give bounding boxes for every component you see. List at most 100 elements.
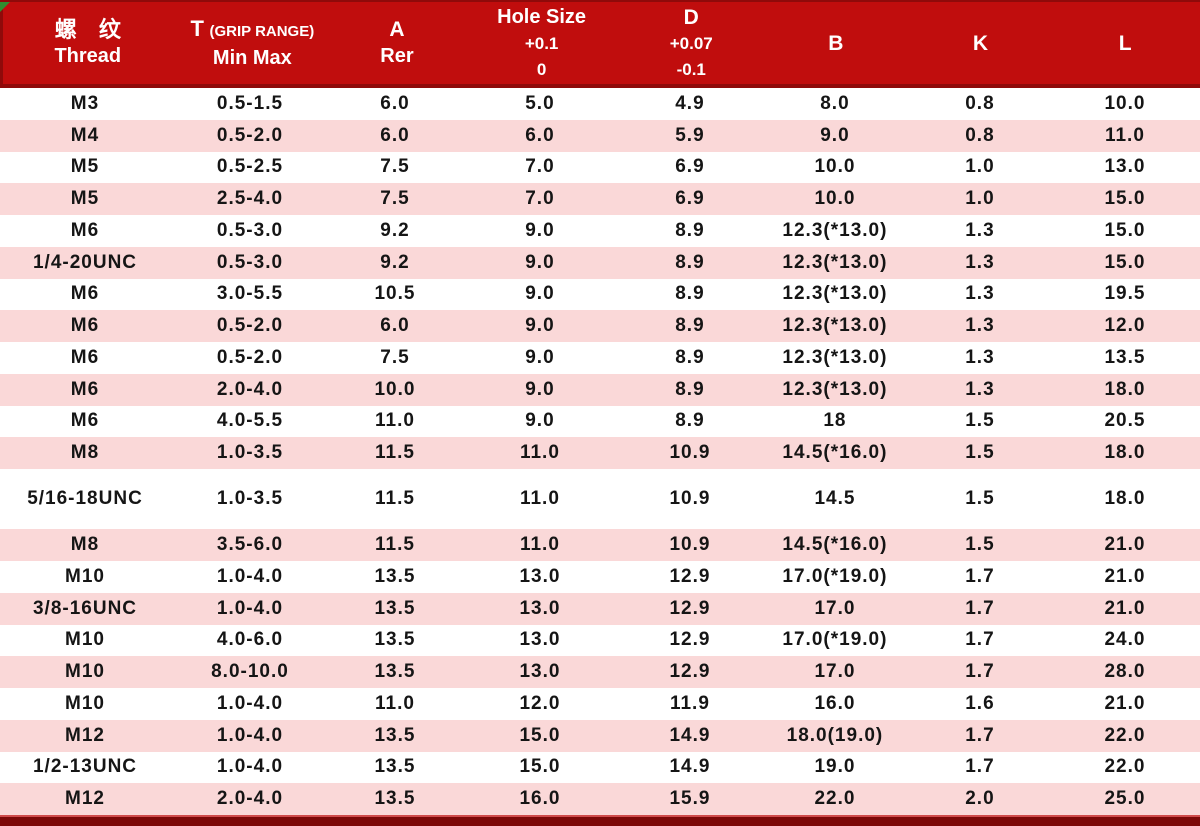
- cell: 21.0: [1104, 692, 1146, 714]
- grip-qualifier: (GRIP RANGE): [209, 22, 315, 40]
- cell: M10: [65, 661, 105, 683]
- cell: 0.5-1.5: [216, 92, 284, 114]
- corner-marker-icon: [0, 2, 10, 12]
- cell: 18.0: [1104, 442, 1146, 464]
- cell: 1.0-3.5: [216, 488, 284, 510]
- cell: M6: [70, 219, 100, 241]
- a-sub: Rer: [380, 45, 414, 67]
- col-header-hole-size: Hole Size +0.1 0: [462, 2, 622, 84]
- table-row: 1/4-20UNC 0.5-3.0 9.2 9.0 8.9 12.3(*13.0) 1.3 1…: [0, 246, 1200, 279]
- table-row: 3/8-16UNC 1.0-4.0 13.5 13.0 12.9 17.0 1.7 21.0: [0, 592, 1200, 625]
- cell: 1.7: [965, 629, 995, 651]
- cell: M8: [70, 442, 100, 464]
- cell: 14.5(*16.0): [782, 442, 888, 464]
- cell: 9.0: [525, 283, 555, 305]
- cell: 1/2-13UNC: [32, 756, 138, 778]
- cell: 14.9: [669, 724, 711, 746]
- cell: 15.0: [519, 724, 561, 746]
- cell: 12.3(*13.0): [782, 219, 888, 241]
- cell: 10.0: [1104, 92, 1146, 114]
- cell: 15.0: [1104, 219, 1146, 241]
- cell: 21.0: [1104, 565, 1146, 587]
- cell: 13.5: [374, 756, 416, 778]
- cell: 1/4-20UNC: [32, 251, 138, 273]
- table-row: 1/2-13UNC 1.0-4.0 13.5 15.0 14.9 19.0 1.7 22.0: [0, 751, 1200, 784]
- table-row: M6 2.0-4.0 10.0 9.0 8.9 12.3(*13.0) 1.3 18.0: [0, 373, 1200, 406]
- cell: 1.5: [965, 410, 995, 432]
- cell: 8.9: [675, 219, 705, 241]
- cell: 21.0: [1104, 597, 1146, 619]
- cell: 22.0: [1104, 756, 1146, 778]
- cell: 1.3: [965, 346, 995, 368]
- cell: 1.5: [965, 442, 995, 464]
- cell: 19.0: [814, 756, 856, 778]
- cell: 13.5: [374, 788, 416, 810]
- cell: 24.0: [1104, 629, 1146, 651]
- cell: 12.9: [669, 661, 711, 683]
- cell: 5/16-18UNC: [27, 488, 143, 510]
- cell: 12.9: [669, 629, 711, 651]
- cell: 14.5: [814, 488, 856, 510]
- cell: 1.3: [965, 219, 995, 241]
- cell: 18.0(19.0): [786, 724, 884, 746]
- d-tol-upper: +0.07: [669, 33, 713, 53]
- cell: 0.5-2.5: [216, 156, 284, 178]
- cell: 1.6: [965, 692, 995, 714]
- cell: 19.5: [1104, 283, 1146, 305]
- cell: 9.0: [525, 315, 555, 337]
- cell: 11.0: [519, 488, 560, 510]
- cell: 15.0: [1104, 188, 1146, 210]
- cell: 11.5: [374, 534, 415, 556]
- cell: 1.7: [965, 661, 995, 683]
- cell: 14.5(*16.0): [782, 534, 888, 556]
- cell: 7.5: [380, 346, 410, 368]
- col-header-k: K: [911, 2, 1051, 84]
- cell: 2.0-4.0: [216, 788, 284, 810]
- cell: 1.7: [965, 724, 995, 746]
- col-header-l: L: [1050, 2, 1200, 84]
- cell: 17.0(*19.0): [782, 629, 888, 651]
- cell: 9.0: [525, 410, 555, 432]
- cell: 12.9: [669, 565, 711, 587]
- cell: 16.0: [814, 692, 856, 714]
- table-row: 5/16-18UNC 1.0-3.5 11.5 11.0 10.9 14.5 1.5 18.0: [0, 469, 1200, 530]
- table-row: M6 3.0-5.5 10.5 9.0 8.9 12.3(*13.0) 1.3 19.5: [0, 278, 1200, 311]
- cell: 11.0: [374, 692, 415, 714]
- cell: 9.2: [380, 251, 410, 273]
- cell: 18.0: [1104, 378, 1146, 400]
- cell: 7.0: [525, 156, 555, 178]
- col-header-thread-zh: 螺 纹: [54, 17, 129, 42]
- cell: 18.0: [1104, 488, 1146, 510]
- cell: 13.0: [519, 629, 561, 651]
- cell: 6.0: [380, 92, 410, 114]
- cell: M6: [70, 346, 100, 368]
- cell: 1.0-4.0: [216, 724, 284, 746]
- cell: 15.0: [1104, 251, 1146, 273]
- cell: 4.0-5.5: [216, 410, 284, 432]
- cell: 15.0: [519, 756, 561, 778]
- cell: 2.0-4.0: [216, 378, 284, 400]
- cell: 13.0: [1104, 156, 1146, 178]
- cell: 3.5-6.0: [216, 534, 284, 556]
- cell: M12: [65, 724, 105, 746]
- cell: 1.3: [965, 315, 995, 337]
- col-header-grip-range-title: T (GRIP RANGE): [190, 15, 314, 45]
- cell: 11.0: [519, 534, 560, 556]
- cell: 0.8: [965, 92, 995, 114]
- cell: M10: [65, 692, 105, 714]
- cell: 11.5: [374, 442, 415, 464]
- table-row: M6 0.5-3.0 9.2 9.0 8.9 12.3(*13.0) 1.3 15.0: [0, 215, 1200, 247]
- cell: M8: [70, 534, 100, 556]
- cell: 8.9: [675, 251, 705, 273]
- table-row: M5 0.5-2.5 7.5 7.0 6.9 10.0 1.0 13.0: [0, 151, 1200, 184]
- col-header-grip-range: T (GRIP RANGE) Min Max: [173, 2, 333, 84]
- cell: M10: [65, 565, 105, 587]
- cell: 8.9: [675, 346, 705, 368]
- cell: 11.0: [374, 410, 415, 432]
- table-row: M12 1.0-4.0 13.5 15.0 14.9 18.0(19.0) 1.7 22.0: [0, 719, 1200, 752]
- cell: 8.9: [675, 410, 705, 432]
- cell: 28.0: [1104, 661, 1146, 683]
- cell: 6.0: [380, 315, 410, 337]
- cell: 1.3: [965, 251, 995, 273]
- cell: 10.0: [814, 188, 856, 210]
